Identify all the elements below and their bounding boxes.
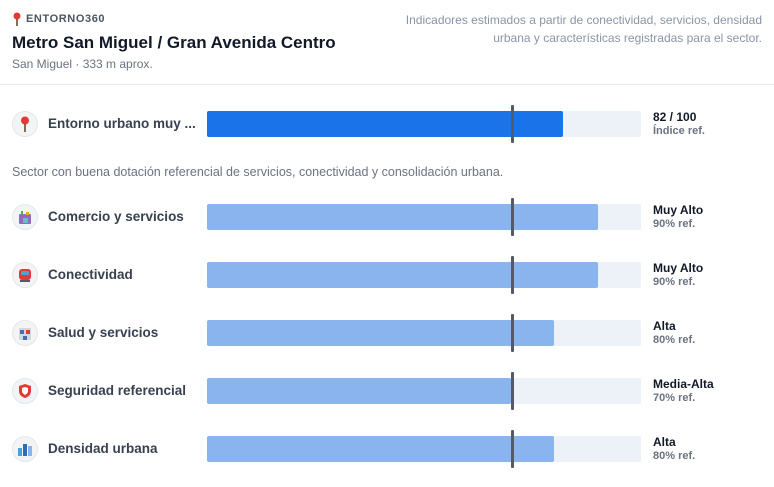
indicator-sub: 90% ref.: [653, 218, 696, 230]
indicator-bar-fill: [207, 262, 598, 288]
indicator-label: Seguridad referencial: [48, 383, 187, 398]
summary-label: Entorno urbano muy ...: [48, 116, 196, 131]
summary-row: Entorno urbano muy ... 82 / 100 Índice r…: [0, 105, 774, 145]
shopping-bag-icon: [12, 204, 38, 230]
reference-marker: [511, 430, 514, 468]
brand: ENTORNO360: [12, 12, 105, 26]
indicator-value: Alta: [653, 435, 676, 449]
shield-icon: [12, 378, 38, 404]
metro-train-icon: [12, 262, 38, 288]
reference-marker: [511, 256, 514, 294]
reference-marker: [511, 372, 514, 410]
reference-marker: [511, 314, 514, 352]
map-pin-icon: [13, 12, 21, 26]
indicator-bar-track: [207, 314, 641, 352]
indicator-row: Comercio y servicios Muy Alto 90% ref.: [0, 198, 774, 238]
indicator-bar-fill: [207, 204, 598, 230]
indicator-sub: 90% ref.: [653, 276, 696, 288]
indicator-bar-track: [207, 256, 641, 294]
methodology-note: Indicadores estimados a partir de conect…: [405, 13, 762, 45]
indicator-bar-fill: [207, 436, 555, 462]
buildings-icon: [12, 436, 38, 462]
indicator-value: Media-Alta: [653, 377, 714, 391]
indicator-sub: 80% ref.: [653, 334, 696, 346]
indicator-value: Alta: [653, 319, 676, 333]
indicator-value: Muy Alto: [653, 261, 704, 275]
indicator-label: Comercio y servicios: [48, 209, 184, 224]
header: ENTORNO360 Metro San Miguel / Gran Aveni…: [0, 0, 774, 85]
indicator-bar-track: [207, 430, 641, 468]
indicator-sub: 70% ref.: [653, 392, 696, 404]
indicator-row: Conectividad Muy Alto 90% ref.: [0, 256, 774, 296]
page-title: Metro San Miguel / Gran Avenida Centro: [12, 33, 336, 52]
indicator-label: Salud y servicios: [48, 325, 159, 340]
hospital-icon: [12, 320, 38, 346]
summary-value: 82 / 100: [653, 110, 697, 124]
indicator-bar-track: [207, 372, 641, 410]
indicator-bar-track: [207, 198, 641, 236]
page-subtitle: San Miguel · 333 m aprox.: [12, 57, 153, 71]
summary-bar-fill: [207, 111, 563, 137]
map-pin-icon: [12, 111, 38, 137]
sector-description: Sector con buena dotación referencial de…: [12, 165, 504, 179]
indicator-label: Densidad urbana: [48, 441, 158, 456]
summary-bar-track: [207, 105, 641, 143]
reference-marker: [511, 105, 514, 143]
indicator-row: Salud y servicios Alta 80% ref.: [0, 314, 774, 354]
indicator-row: Seguridad referencial Media-Alta 70% ref…: [0, 372, 774, 412]
indicator-row: Densidad urbana Alta 80% ref.: [0, 430, 774, 470]
summary-sub: Índice ref.: [653, 125, 705, 137]
reference-marker: [511, 198, 514, 236]
brand-label: ENTORNO360: [26, 13, 106, 25]
indicator-bar-fill: [207, 320, 555, 346]
indicator-sub: 80% ref.: [653, 450, 696, 462]
indicator-bar-fill: [207, 378, 511, 404]
indicator-value: Muy Alto: [653, 203, 704, 217]
indicator-label: Conectividad: [48, 267, 133, 282]
